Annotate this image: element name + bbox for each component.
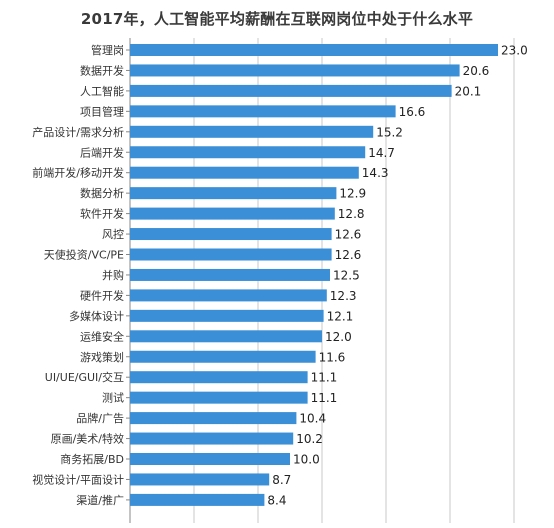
category-label: 前端开发/移动开发 [32, 166, 124, 180]
value-label: 20.1 [455, 84, 482, 98]
category-label: 风控 [102, 227, 124, 241]
value-label: 10.0 [293, 453, 320, 467]
bar [130, 125, 374, 138]
bar [130, 248, 332, 261]
bar [130, 350, 316, 363]
bar [130, 84, 452, 97]
bar [130, 44, 498, 56]
bar [130, 64, 460, 77]
category-label: 天使投资/VC/PE [44, 248, 124, 262]
category-label: 游戏策划 [80, 350, 124, 364]
value-label: 15.2 [376, 125, 403, 139]
category-label: 测试 [102, 392, 124, 405]
bar [130, 228, 332, 241]
value-label: 12.3 [330, 289, 357, 303]
category-label: 数据开发 [80, 63, 124, 77]
bar [130, 207, 335, 220]
category-label: 数据分析 [80, 186, 124, 200]
value-label: 8.4 [267, 493, 286, 507]
value-label: 12.9 [339, 187, 366, 201]
category-label: 原画/美术/特效 [51, 432, 124, 446]
category-label: 后端开发 [80, 145, 124, 159]
value-label: 12.1 [327, 309, 354, 323]
bar [130, 432, 294, 445]
value-label: 14.3 [362, 166, 389, 180]
value-label: 8.7 [272, 473, 291, 487]
value-label: 20.6 [463, 64, 490, 78]
value-label: 16.6 [399, 105, 426, 119]
category-label: 管理岗 [91, 43, 124, 57]
category-label: 多媒体设计 [69, 309, 124, 323]
value-label: 23.0 [501, 44, 528, 58]
value-label: 10.2 [296, 432, 323, 446]
value-label: 12.0 [325, 330, 352, 344]
value-label: 12.6 [335, 228, 362, 242]
bar [130, 391, 308, 404]
bar [130, 268, 330, 281]
category-label: 项目管理 [80, 104, 124, 118]
value-label: 11.6 [319, 350, 346, 364]
bar [130, 453, 290, 465]
bar [130, 105, 396, 118]
category-label: 运维安全 [80, 329, 124, 343]
category-label: 商务拓展/BD [60, 452, 124, 466]
bar [130, 412, 297, 425]
category-label: 视觉设计/平面设计 [32, 472, 124, 486]
value-label: 11.1 [311, 371, 338, 385]
bar [130, 166, 359, 179]
category-label: 品牌/广告 [76, 411, 124, 425]
bar [130, 289, 327, 302]
category-label: UI/UE/GUI/交互 [45, 370, 124, 384]
category-label: 软件开发 [80, 207, 124, 221]
bar [130, 473, 270, 486]
bar [130, 493, 265, 506]
category-label: 产品设计/需求分析 [32, 125, 124, 139]
chart-title: 2017年，人工智能平均薪酬在互联网岗位中处于什么水平 [80, 10, 474, 28]
value-label: 10.4 [299, 412, 326, 426]
value-label: 12.8 [338, 207, 365, 221]
category-label: 人工智能 [80, 84, 124, 98]
value-label: 11.1 [311, 391, 338, 405]
bar [130, 309, 324, 322]
category-label: 渠道/推广 [76, 493, 124, 507]
bar [130, 187, 337, 200]
bar [130, 330, 322, 343]
bar [130, 371, 308, 384]
category-label: 并购 [102, 268, 124, 282]
value-label: 14.7 [368, 146, 395, 160]
bar [130, 146, 366, 159]
value-label: 12.6 [335, 248, 362, 262]
category-label: 硬件开发 [80, 288, 124, 302]
value-label: 12.5 [333, 268, 360, 282]
